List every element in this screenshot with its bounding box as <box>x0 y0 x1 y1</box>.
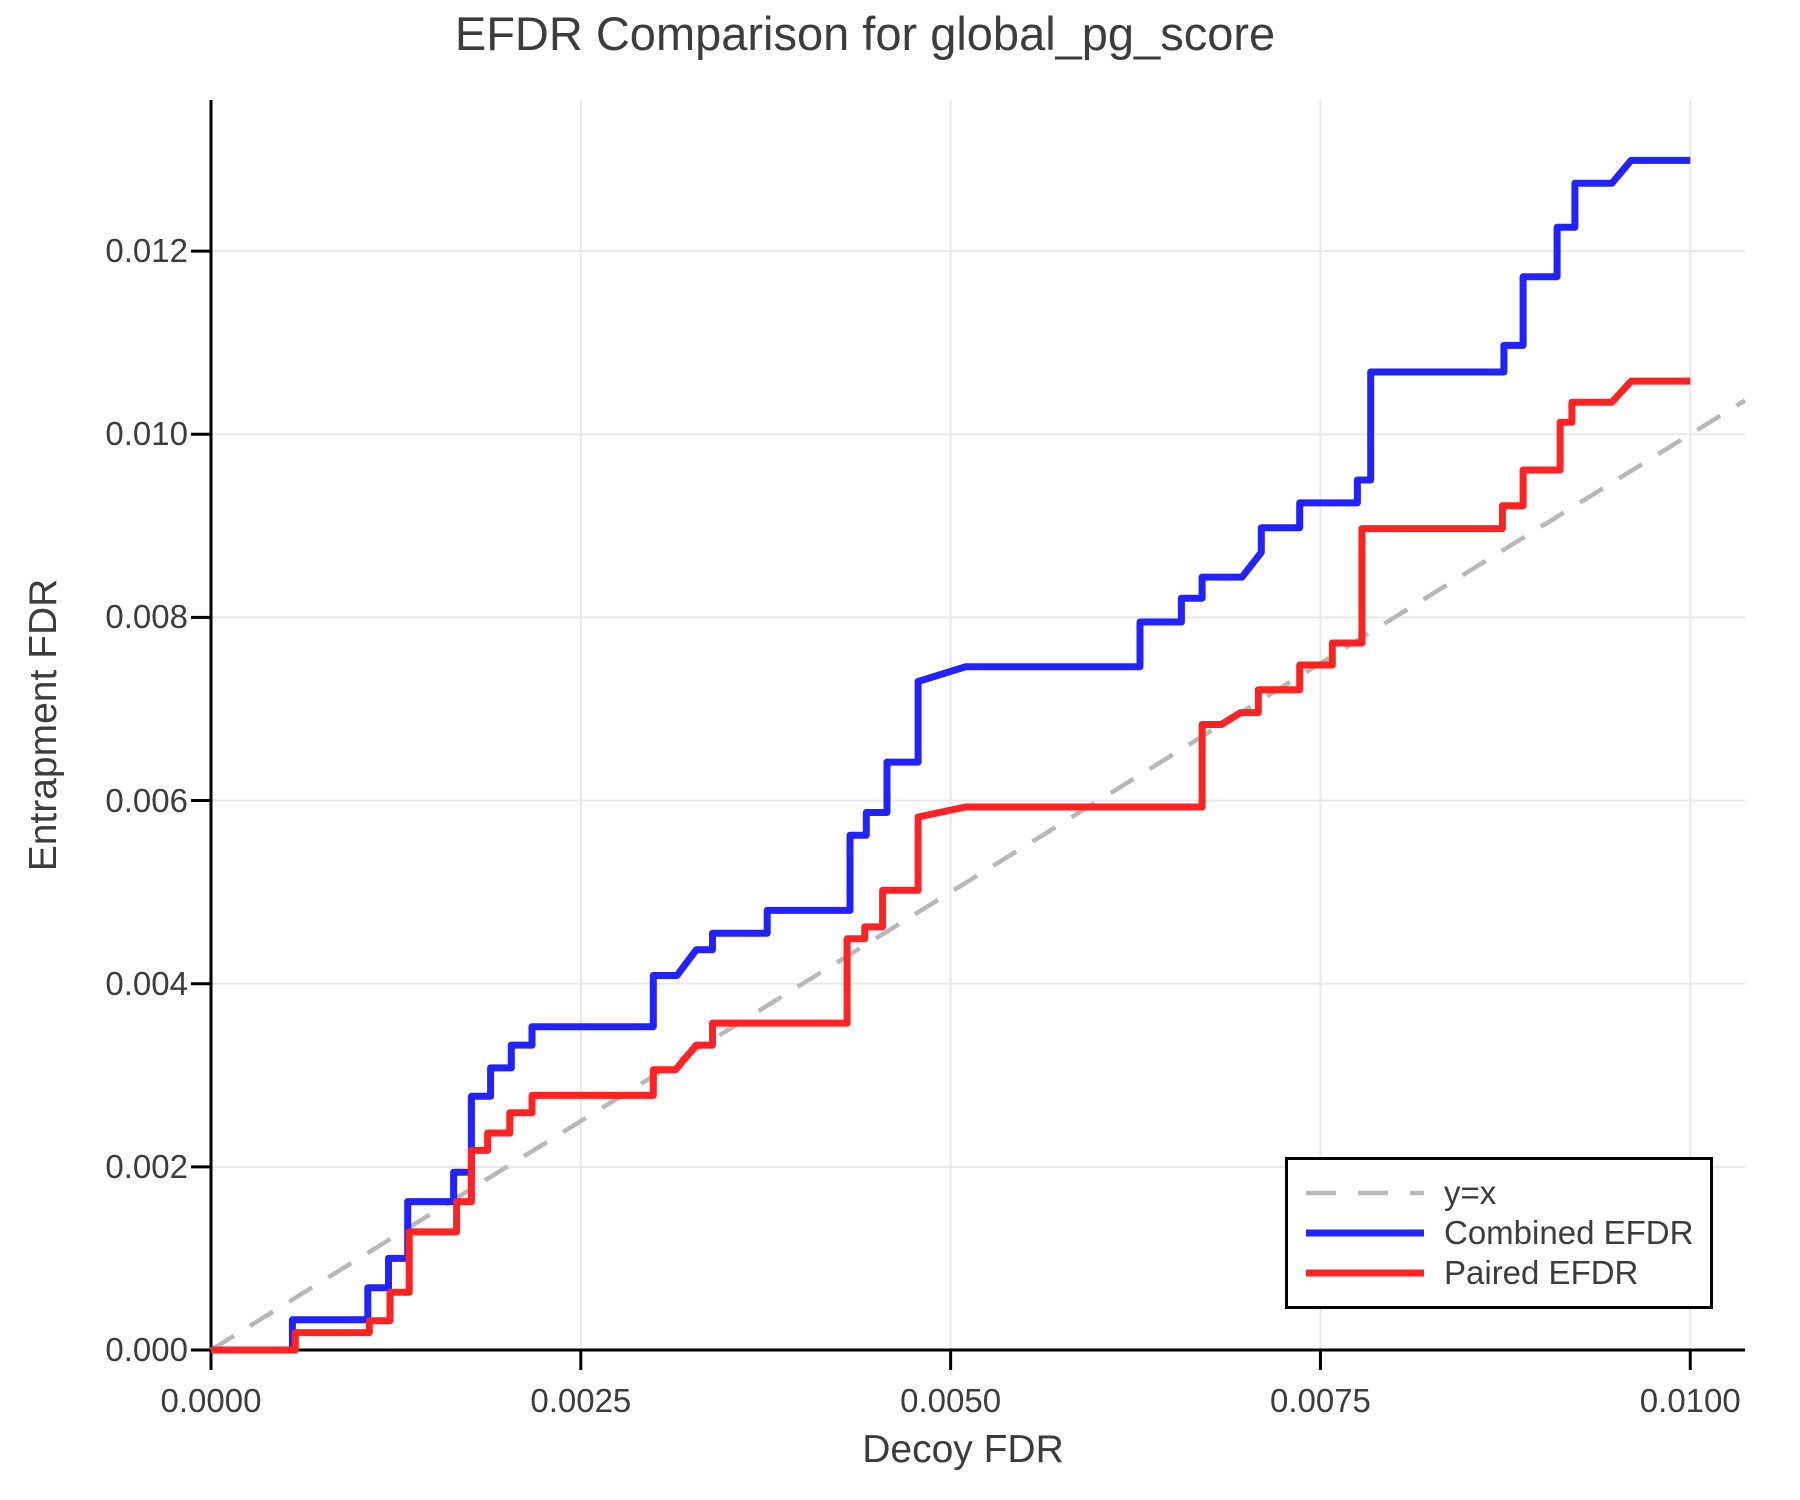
solid-line-swatch-icon <box>1306 1229 1424 1237</box>
legend-entry-paired: Paired EFDR <box>1304 1253 1710 1293</box>
y-tick-label: 0.002 <box>105 1147 188 1185</box>
x-tick-label: 0.0025 <box>530 1382 632 1419</box>
x-tick-label: 0.0050 <box>900 1382 1002 1419</box>
y-axis-label: Entrapment FDR <box>22 578 65 872</box>
y-tick-label: 0.012 <box>105 232 188 270</box>
y-tick-label: 0.010 <box>105 415 188 453</box>
legend-entry-identity: y=x <box>1304 1173 1710 1213</box>
chart-title: EFDR Comparison for global_pg_score <box>454 7 1276 60</box>
x-axis-label: Decoy FDR <box>862 1428 1064 1471</box>
dashed-line-swatch-icon <box>1306 1190 1424 1196</box>
y-tick-label: 0.008 <box>105 598 188 636</box>
legend-entry-combined: Combined EFDR <box>1304 1213 1710 1253</box>
solid-line-swatch-icon <box>1306 1269 1424 1277</box>
x-tick-label: 0.0000 <box>160 1382 262 1419</box>
legend-label-paired: Paired EFDR <box>1444 1254 1639 1291</box>
y-tick-label: 0.000 <box>105 1331 188 1368</box>
y-tick-label: 0.006 <box>105 781 188 819</box>
legend-label-combined: Combined EFDR <box>1444 1214 1694 1251</box>
legend: y=x Combined EFDR Paired EFDR <box>1285 1157 1713 1309</box>
y-tick-label: 0.004 <box>105 964 188 1002</box>
series-y-x <box>209 398 1747 1352</box>
x-tick-label: 0.0100 <box>1639 1382 1741 1419</box>
legend-label-identity: y=x <box>1444 1174 1497 1211</box>
series-combined-efdr <box>211 156 1691 1354</box>
x-tick-label: 0.0075 <box>1269 1382 1371 1419</box>
series-paired-efdr <box>211 377 1691 1354</box>
